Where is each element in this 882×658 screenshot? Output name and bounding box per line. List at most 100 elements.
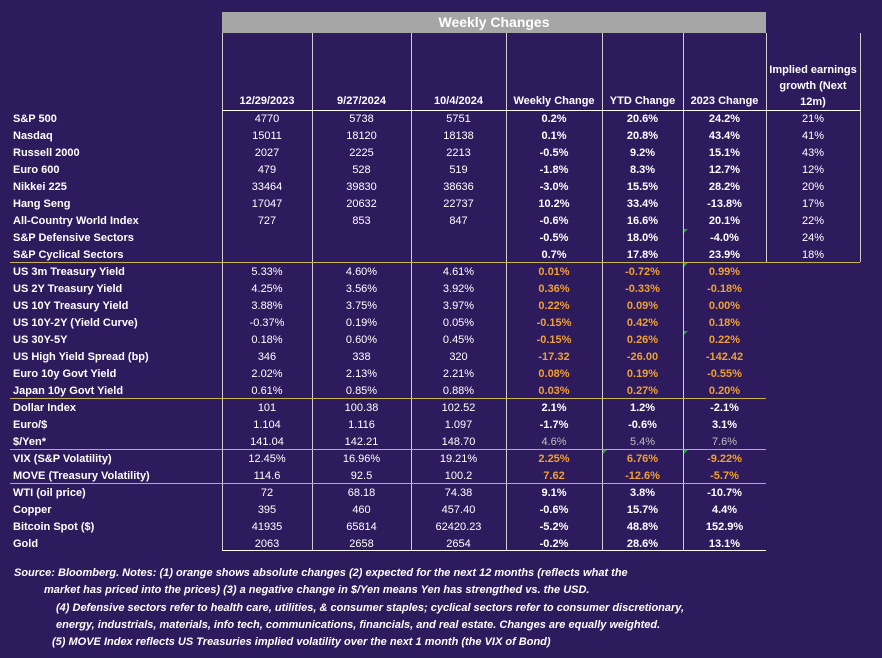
row-label: Euro 600	[13, 164, 60, 176]
table-cell: 39830	[346, 181, 377, 193]
table-row: VIX (S&P Volatility) 12.45% 16.96% 19.21% 2.…	[0, 451, 882, 468]
table-cell: 2225	[349, 147, 374, 159]
table-cell: 72	[260, 487, 274, 499]
table-cell: 92.5	[350, 470, 373, 482]
table-cell	[766, 366, 860, 383]
table-cell: 16.96%	[342, 453, 381, 465]
column-header: 2023 Change	[690, 95, 759, 107]
table-cell: 0.42%	[626, 317, 659, 329]
table-cell: 0.19%	[626, 368, 659, 380]
table-cell: 41935	[251, 521, 283, 533]
implied-earnings-header: Implied earnings growth (Next 12m)	[769, 64, 857, 108]
table-cell: 100.38	[344, 402, 379, 414]
table-cell: -26.00	[626, 351, 659, 363]
table-cell: -0.33%	[625, 283, 660, 295]
table-row: Dollar Index 101 100.38 102.52 2.1% 1.2% -2.1%	[0, 400, 882, 417]
table-cell	[766, 417, 860, 434]
table-cell: -0.15%	[536, 317, 572, 329]
table-cell: 0.99%	[708, 266, 741, 278]
table-row: US 2Y Treasury Yield 4.25% 3.56% 3.92% 0.36%…	[0, 281, 882, 298]
table-cell: -0.55%	[707, 368, 742, 380]
column-divider	[506, 33, 507, 550]
table-cell: 727	[257, 215, 277, 227]
table-cell: 0.1%	[541, 130, 567, 142]
table-cell: 3.56%	[345, 283, 378, 295]
column-divider	[222, 33, 223, 550]
header-rule	[222, 110, 860, 111]
table-row: Euro 600 479 528 519 -1.8% 8.3% 12.7% 12%	[0, 162, 882, 179]
table-cell: 0.60%	[345, 334, 378, 346]
table-cell: 0.19%	[345, 317, 378, 329]
table-cell: 3.88%	[251, 300, 283, 312]
table-cell: 320	[449, 351, 468, 363]
table-cell: -12.6%	[625, 470, 660, 482]
table-row: US 3m Treasury Yield 5.33% 4.60% 4.61% 0.01%…	[0, 264, 882, 281]
table-cell: 5.4%	[629, 436, 656, 448]
table-cell: 3.1%	[711, 419, 738, 431]
weekly-changes-table: Weekly Changes 12/29/2023 9/27/2024 10/4/2…	[0, 12, 882, 551]
table-cell: -0.18%	[707, 283, 742, 295]
table-cell: 9.2%	[629, 147, 656, 159]
table-cell: 23.9%	[708, 249, 741, 261]
table-cell: 33464	[251, 181, 283, 193]
table-cell: 0.45%	[442, 334, 475, 346]
table-cell: 48.8%	[626, 521, 659, 533]
table-cell: 0.27%	[626, 385, 659, 397]
row-label: VIX (S&P Volatility)	[13, 453, 112, 465]
table-cell: 9.1%	[541, 487, 567, 499]
table-cell: 21%	[801, 113, 825, 125]
table-cell: -10.7%	[707, 487, 742, 499]
table-cell: 65814	[346, 521, 377, 533]
cell-comment-marker	[684, 450, 688, 454]
row-label: Dollar Index	[13, 402, 76, 414]
column-divider	[312, 33, 313, 550]
row-label: S&P Defensive Sectors	[13, 232, 134, 244]
table-cell: 5751	[446, 113, 471, 125]
table-cell	[312, 247, 411, 264]
column-header: Weekly Change	[513, 95, 595, 107]
table-cell: 114.6	[253, 470, 281, 482]
table-cell: 0.00%	[708, 300, 741, 312]
table-cell	[766, 264, 860, 281]
table-row: S&P Defensive Sectors -0.5% 18.0% -4.0% 24%	[0, 230, 882, 247]
section-divider	[10, 449, 766, 450]
table-cell: 102.52	[441, 402, 476, 414]
table-cell: 3.92%	[442, 283, 475, 295]
table-cell	[411, 230, 506, 247]
table-bottom-rule	[222, 550, 766, 551]
table-cell: 141.04	[250, 436, 284, 448]
table-cell: 33.4%	[626, 198, 659, 210]
table-cell: 0.26%	[626, 334, 659, 346]
table-cell	[766, 451, 860, 468]
table-cell: -13.8%	[707, 198, 742, 210]
table-cell: 4.6%	[541, 436, 567, 448]
table-cell: 0.08%	[538, 368, 570, 380]
table-cell: 12.45%	[248, 453, 286, 465]
table-cell: -3.0%	[539, 181, 569, 193]
section-divider	[10, 262, 860, 263]
row-label: US 10Y-2Y (Yield Curve)	[13, 317, 138, 329]
table-row: Hang Seng 17047 20632 22737 10.2% 33.4% -13.8%…	[0, 196, 882, 213]
row-label: Japan 10y Govt Yield	[13, 385, 124, 397]
table-cell	[766, 434, 860, 451]
section-divider	[10, 483, 766, 484]
row-label: WTI (oil price)	[13, 487, 86, 499]
table-cell: 10.2%	[538, 198, 570, 210]
table-row: Euro/$ 1.104 1.116 1.097 -1.7% -0.6% 3.1%	[0, 417, 882, 434]
row-label: S&P 500	[13, 113, 57, 125]
table-cell: 18%	[801, 249, 825, 261]
table-cell: 519	[449, 164, 468, 176]
table-cell	[766, 400, 860, 417]
table-cell: 22%	[801, 215, 825, 227]
row-label: Nikkei 225	[13, 181, 67, 193]
table-cell: 3.97%	[442, 300, 475, 312]
table-cell: 0.03%	[538, 385, 570, 397]
row-label: Euro/$	[13, 419, 48, 431]
table-cell: 148.70	[441, 436, 476, 448]
table-cell: 2654	[446, 538, 471, 550]
table-cell	[312, 230, 411, 247]
table-cell: 1.2%	[629, 402, 656, 414]
cell-comment-marker	[603, 450, 607, 454]
table-cell: 460	[352, 504, 371, 516]
table-cell: 457.40	[441, 504, 476, 516]
